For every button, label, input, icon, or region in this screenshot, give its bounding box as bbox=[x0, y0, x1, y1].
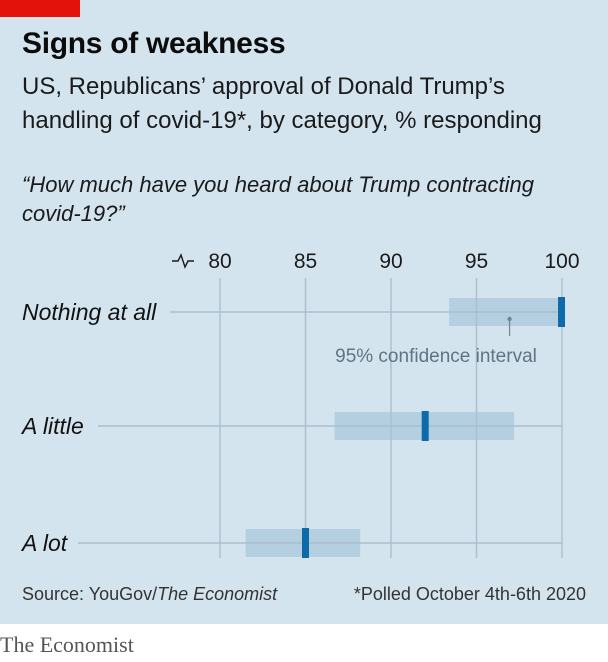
category-label: A little bbox=[20, 413, 84, 439]
ci-annotation: 95% confidence interval bbox=[335, 346, 537, 367]
chart-card: Signs of weakness US, Republicans’ appro… bbox=[0, 0, 608, 624]
chart-title: Signs of weakness bbox=[22, 27, 286, 60]
axis-break-icon bbox=[172, 253, 194, 269]
estimate-marker bbox=[421, 411, 429, 441]
tick-label: 90 bbox=[379, 250, 402, 273]
estimate-marker bbox=[302, 528, 309, 558]
tick-label: 95 bbox=[465, 250, 488, 273]
estimate-marker bbox=[558, 297, 565, 327]
chart-subtitle: US, Republicans’ approval of Donald Trum… bbox=[22, 73, 542, 134]
tick-label: 80 bbox=[208, 250, 231, 273]
source-publication: The Economist bbox=[157, 584, 278, 604]
source-note: Source: YouGov/The Economist bbox=[22, 584, 277, 605]
source-prefix: Source: YouGov/ bbox=[22, 584, 158, 604]
brand-red-tag bbox=[0, 0, 80, 17]
category-label: Nothing at all bbox=[22, 299, 157, 325]
survey-question: “How much have you heard about Trump con… bbox=[22, 172, 534, 226]
dot-range-chart: 80 85 90 95 100 Nothing at all A little A lot 95… bbox=[20, 250, 580, 558]
brand-wordmark: The Economist bbox=[0, 632, 134, 657]
footnote: *Polled October 4th-6th 2020 bbox=[353, 584, 586, 604]
category-label: A lot bbox=[20, 530, 69, 556]
tick-label: 85 bbox=[294, 250, 317, 273]
tick-label: 100 bbox=[544, 250, 579, 273]
